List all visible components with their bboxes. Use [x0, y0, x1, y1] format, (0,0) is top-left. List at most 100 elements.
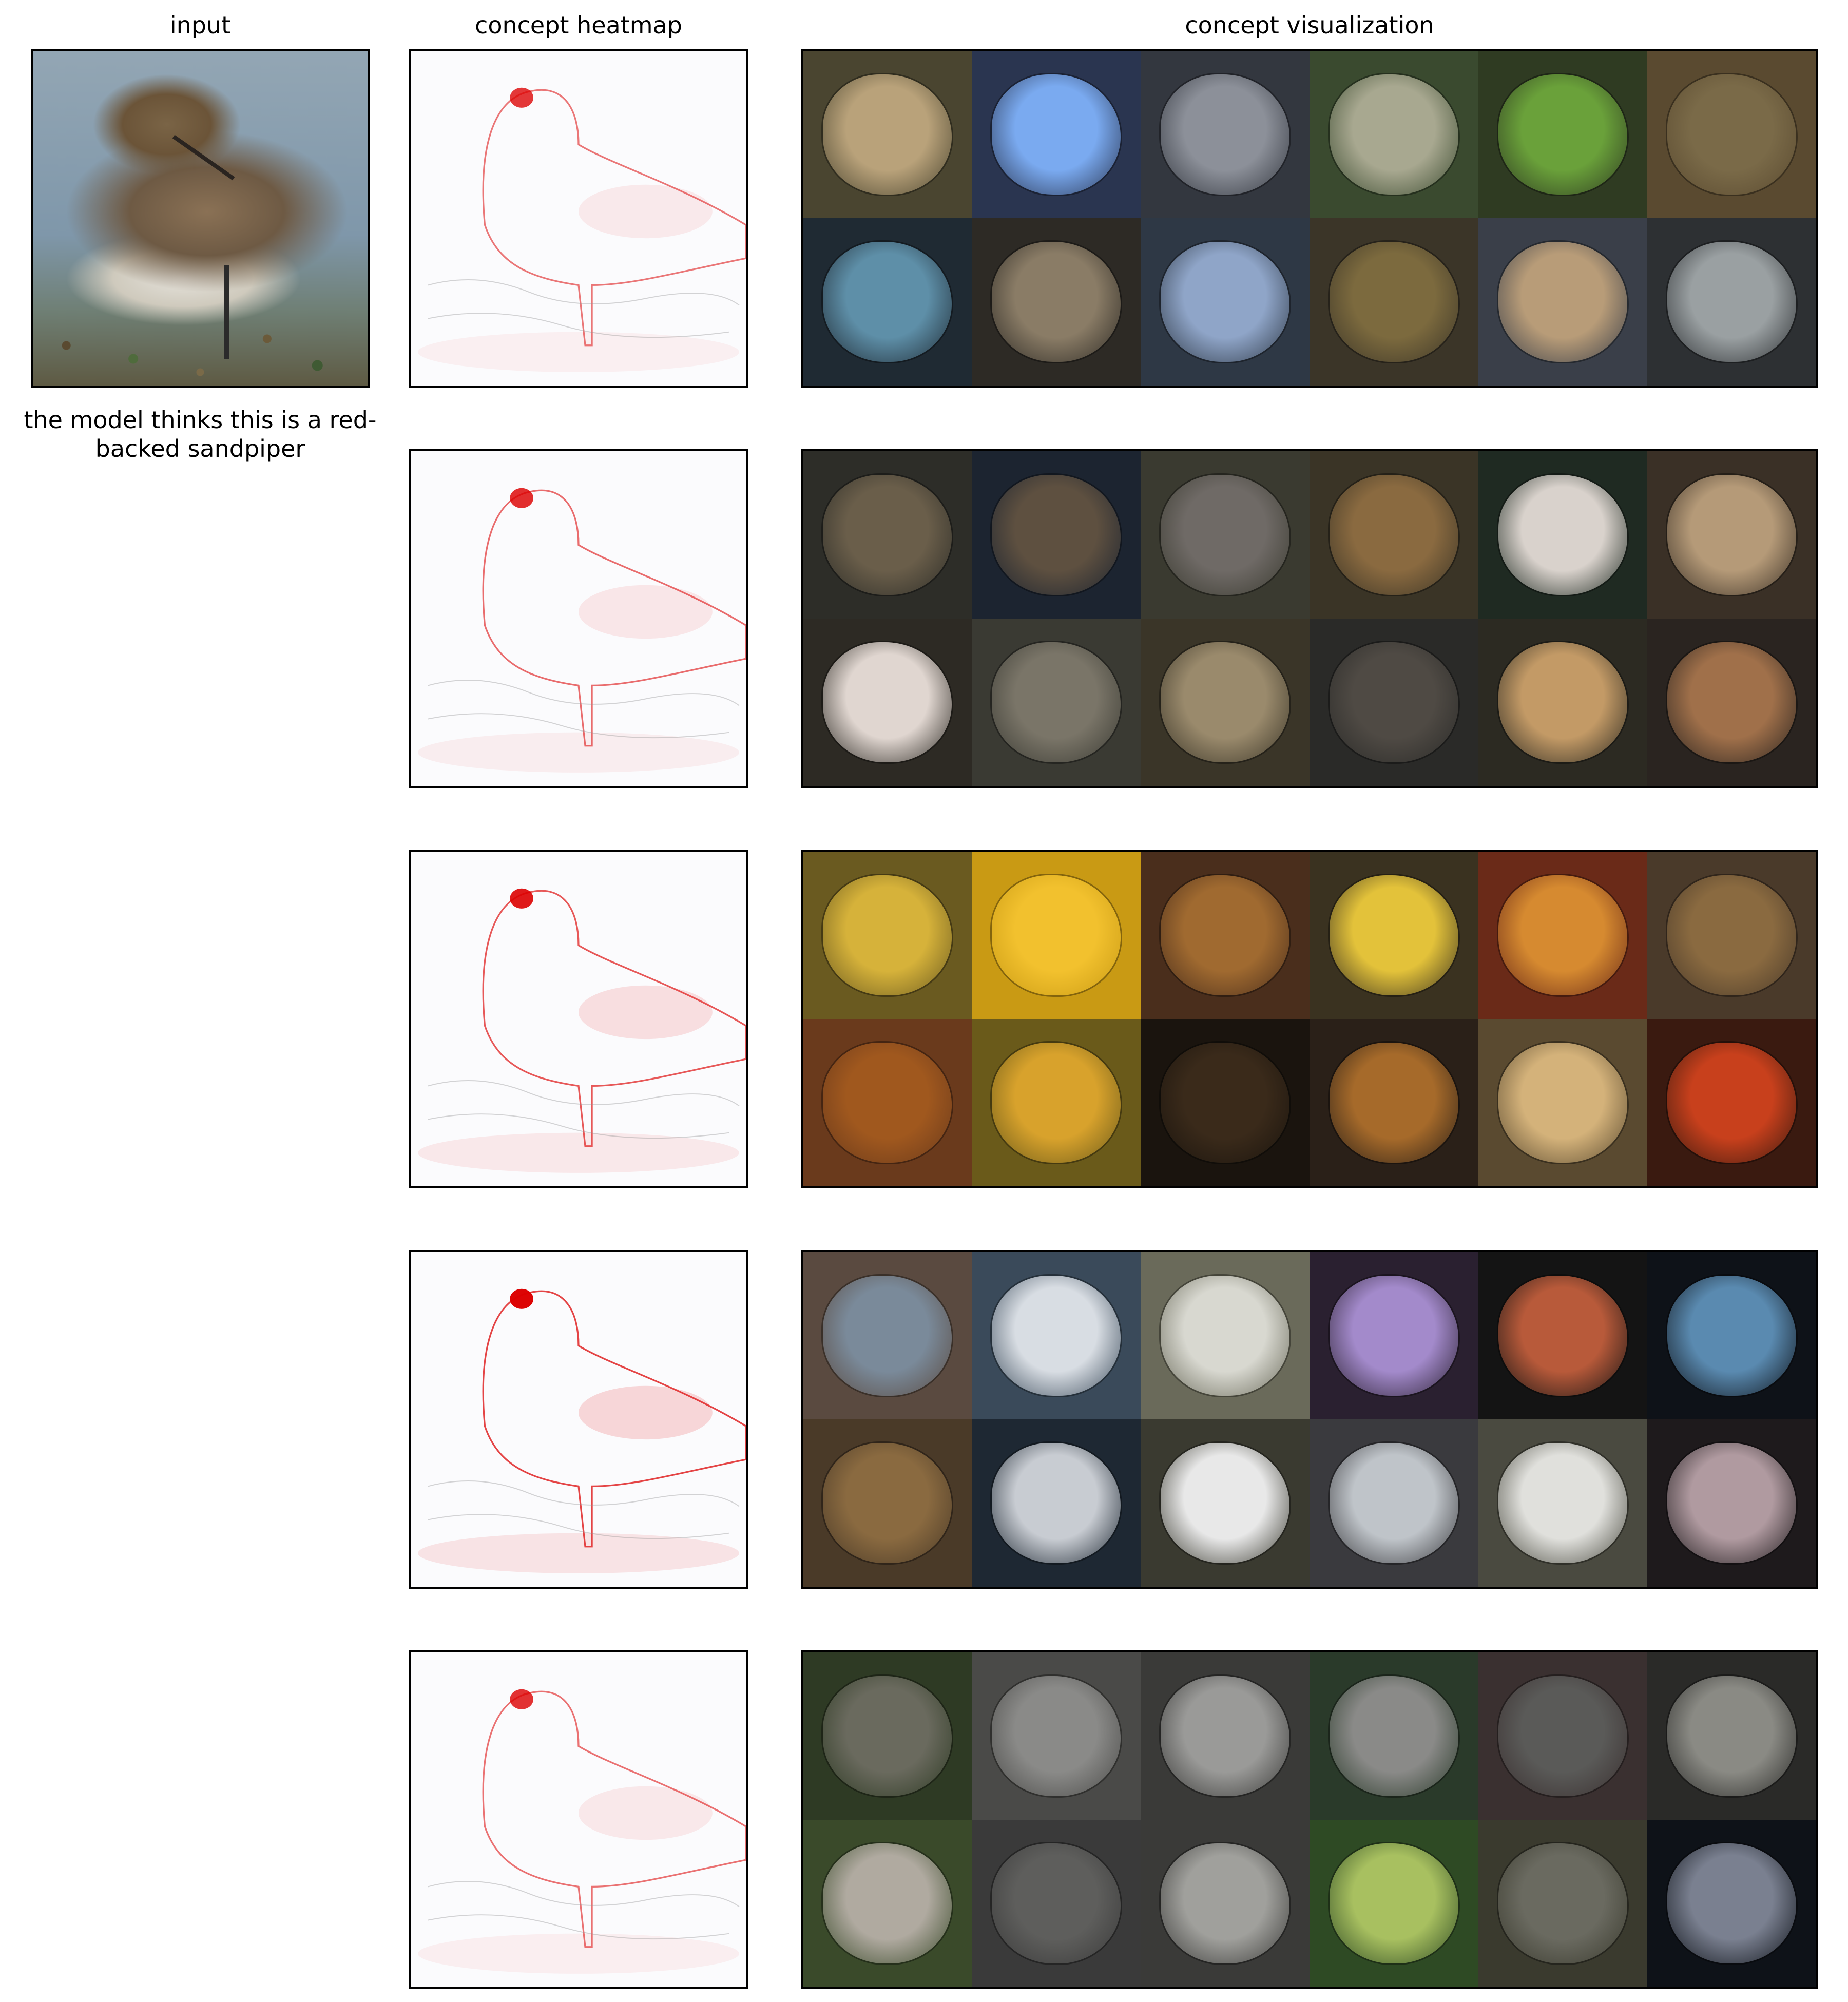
visualization-column-title: concept visualization: [1185, 11, 1434, 39]
concept-region: [1161, 241, 1289, 362]
concept-4-example-9: [1141, 1419, 1310, 1587]
bird-beak: [172, 134, 235, 181]
concept-region: [1667, 474, 1796, 595]
concept-region: [992, 1042, 1121, 1163]
input-image: [31, 49, 370, 388]
concept-2-example-2: [972, 451, 1141, 619]
concept-region: [992, 1843, 1121, 1964]
concept-region: [1161, 875, 1289, 996]
concept-3-example-12: [1647, 1019, 1816, 1186]
concept-region: [823, 241, 952, 362]
concept-heatmap-3: [409, 850, 748, 1188]
concept-region: [992, 1442, 1121, 1564]
concept-region: [1330, 1042, 1458, 1163]
concept-visualization-4: [801, 1250, 1818, 1589]
concept-region: [992, 642, 1121, 763]
concept-region: [1330, 642, 1458, 763]
concept-2-example-12: [1647, 619, 1816, 786]
concept-heatmap-2: [409, 449, 748, 788]
concept-3-example-5: [1478, 852, 1647, 1019]
concept-4-example-12: [1647, 1419, 1816, 1587]
concept-region: [823, 474, 952, 595]
concept-3-example-3: [1141, 852, 1310, 1019]
concept-5-example-2: [972, 1652, 1141, 1820]
concept-region: [1498, 241, 1627, 362]
concept-1-example-1: [803, 51, 972, 218]
concept-1-example-4: [1310, 51, 1478, 218]
concept-visualization-1: [801, 49, 1818, 388]
concept-region: [1161, 642, 1289, 763]
concept-region: [1330, 241, 1458, 362]
concept-2-example-9: [1141, 619, 1310, 786]
concept-region: [1330, 474, 1458, 595]
concept-visualization-3: [801, 850, 1818, 1188]
concept-region: [823, 875, 952, 996]
concept-region: [1330, 1442, 1458, 1564]
concept-region: [1161, 474, 1289, 595]
concept-region: [823, 1042, 952, 1163]
concept-2-example-11: [1478, 619, 1647, 786]
concept-4-example-8: [972, 1419, 1141, 1587]
concept-heatmap-1: [409, 49, 748, 388]
concept-region: [1330, 1843, 1458, 1964]
concept-1-example-6: [1647, 51, 1816, 218]
concept-region: [1330, 875, 1458, 996]
concept-5-example-7: [803, 1820, 972, 1987]
concept-region: [1161, 74, 1289, 195]
concept-region: [1330, 1275, 1458, 1396]
concept-region: [1667, 1042, 1796, 1163]
concept-region: [992, 1676, 1121, 1797]
concept-3-example-7: [803, 1019, 972, 1186]
concept-5-example-8: [972, 1820, 1141, 1987]
concept-1-example-2: [972, 51, 1141, 218]
concept-2-example-8: [972, 619, 1141, 786]
concept-region: [1667, 1442, 1796, 1564]
concept-2-example-10: [1310, 619, 1478, 786]
concept-4-example-11: [1478, 1419, 1647, 1587]
concept-region: [823, 1676, 952, 1797]
prediction-caption: the model thinks this is a red-backed sa…: [24, 406, 377, 463]
concept-visualization-5: [801, 1650, 1818, 1989]
concept-region: [992, 1275, 1121, 1396]
concept-region: [1667, 642, 1796, 763]
concept-1-example-3: [1141, 51, 1310, 218]
concept-3-example-11: [1478, 1019, 1647, 1186]
concept-region: [1498, 1676, 1627, 1797]
concept-region: [1667, 241, 1796, 362]
concept-region: [1330, 1676, 1458, 1797]
concept-4-example-2: [972, 1252, 1141, 1419]
concept-region: [1161, 1442, 1289, 1564]
concept-1-example-5: [1478, 51, 1647, 218]
concept-1-example-11: [1478, 218, 1647, 386]
concept-2-example-7: [803, 619, 972, 786]
concept-1-example-9: [1141, 218, 1310, 386]
concept-3-example-4: [1310, 852, 1478, 1019]
concept-3-example-10: [1310, 1019, 1478, 1186]
concept-region: [1498, 1042, 1627, 1163]
concept-1-example-12: [1647, 218, 1816, 386]
concept-4-example-10: [1310, 1419, 1478, 1587]
concept-region: [1161, 1843, 1289, 1964]
concept-5-example-10: [1310, 1820, 1478, 1987]
bird-leg: [223, 265, 229, 359]
concept-3-example-9: [1141, 1019, 1310, 1186]
concept-region: [823, 1843, 952, 1964]
concept-4-example-1: [803, 1252, 972, 1419]
concept-region: [1667, 1676, 1796, 1797]
concept-4-example-6: [1647, 1252, 1816, 1419]
concept-heatmap-4: [409, 1250, 748, 1589]
concept-region: [1667, 74, 1796, 195]
concept-4-example-5: [1478, 1252, 1647, 1419]
concept-region: [992, 241, 1121, 362]
concept-visualization-2: [801, 449, 1818, 788]
concept-region: [823, 1275, 952, 1396]
concept-region: [1667, 875, 1796, 996]
concept-region: [1161, 1676, 1289, 1797]
concept-3-example-2: [972, 852, 1141, 1019]
concept-region: [1498, 1442, 1627, 1564]
concept-region: [992, 474, 1121, 595]
concept-5-example-11: [1478, 1820, 1647, 1987]
concept-region: [1330, 74, 1458, 195]
concept-region: [1161, 1042, 1289, 1163]
concept-3-example-1: [803, 852, 972, 1019]
